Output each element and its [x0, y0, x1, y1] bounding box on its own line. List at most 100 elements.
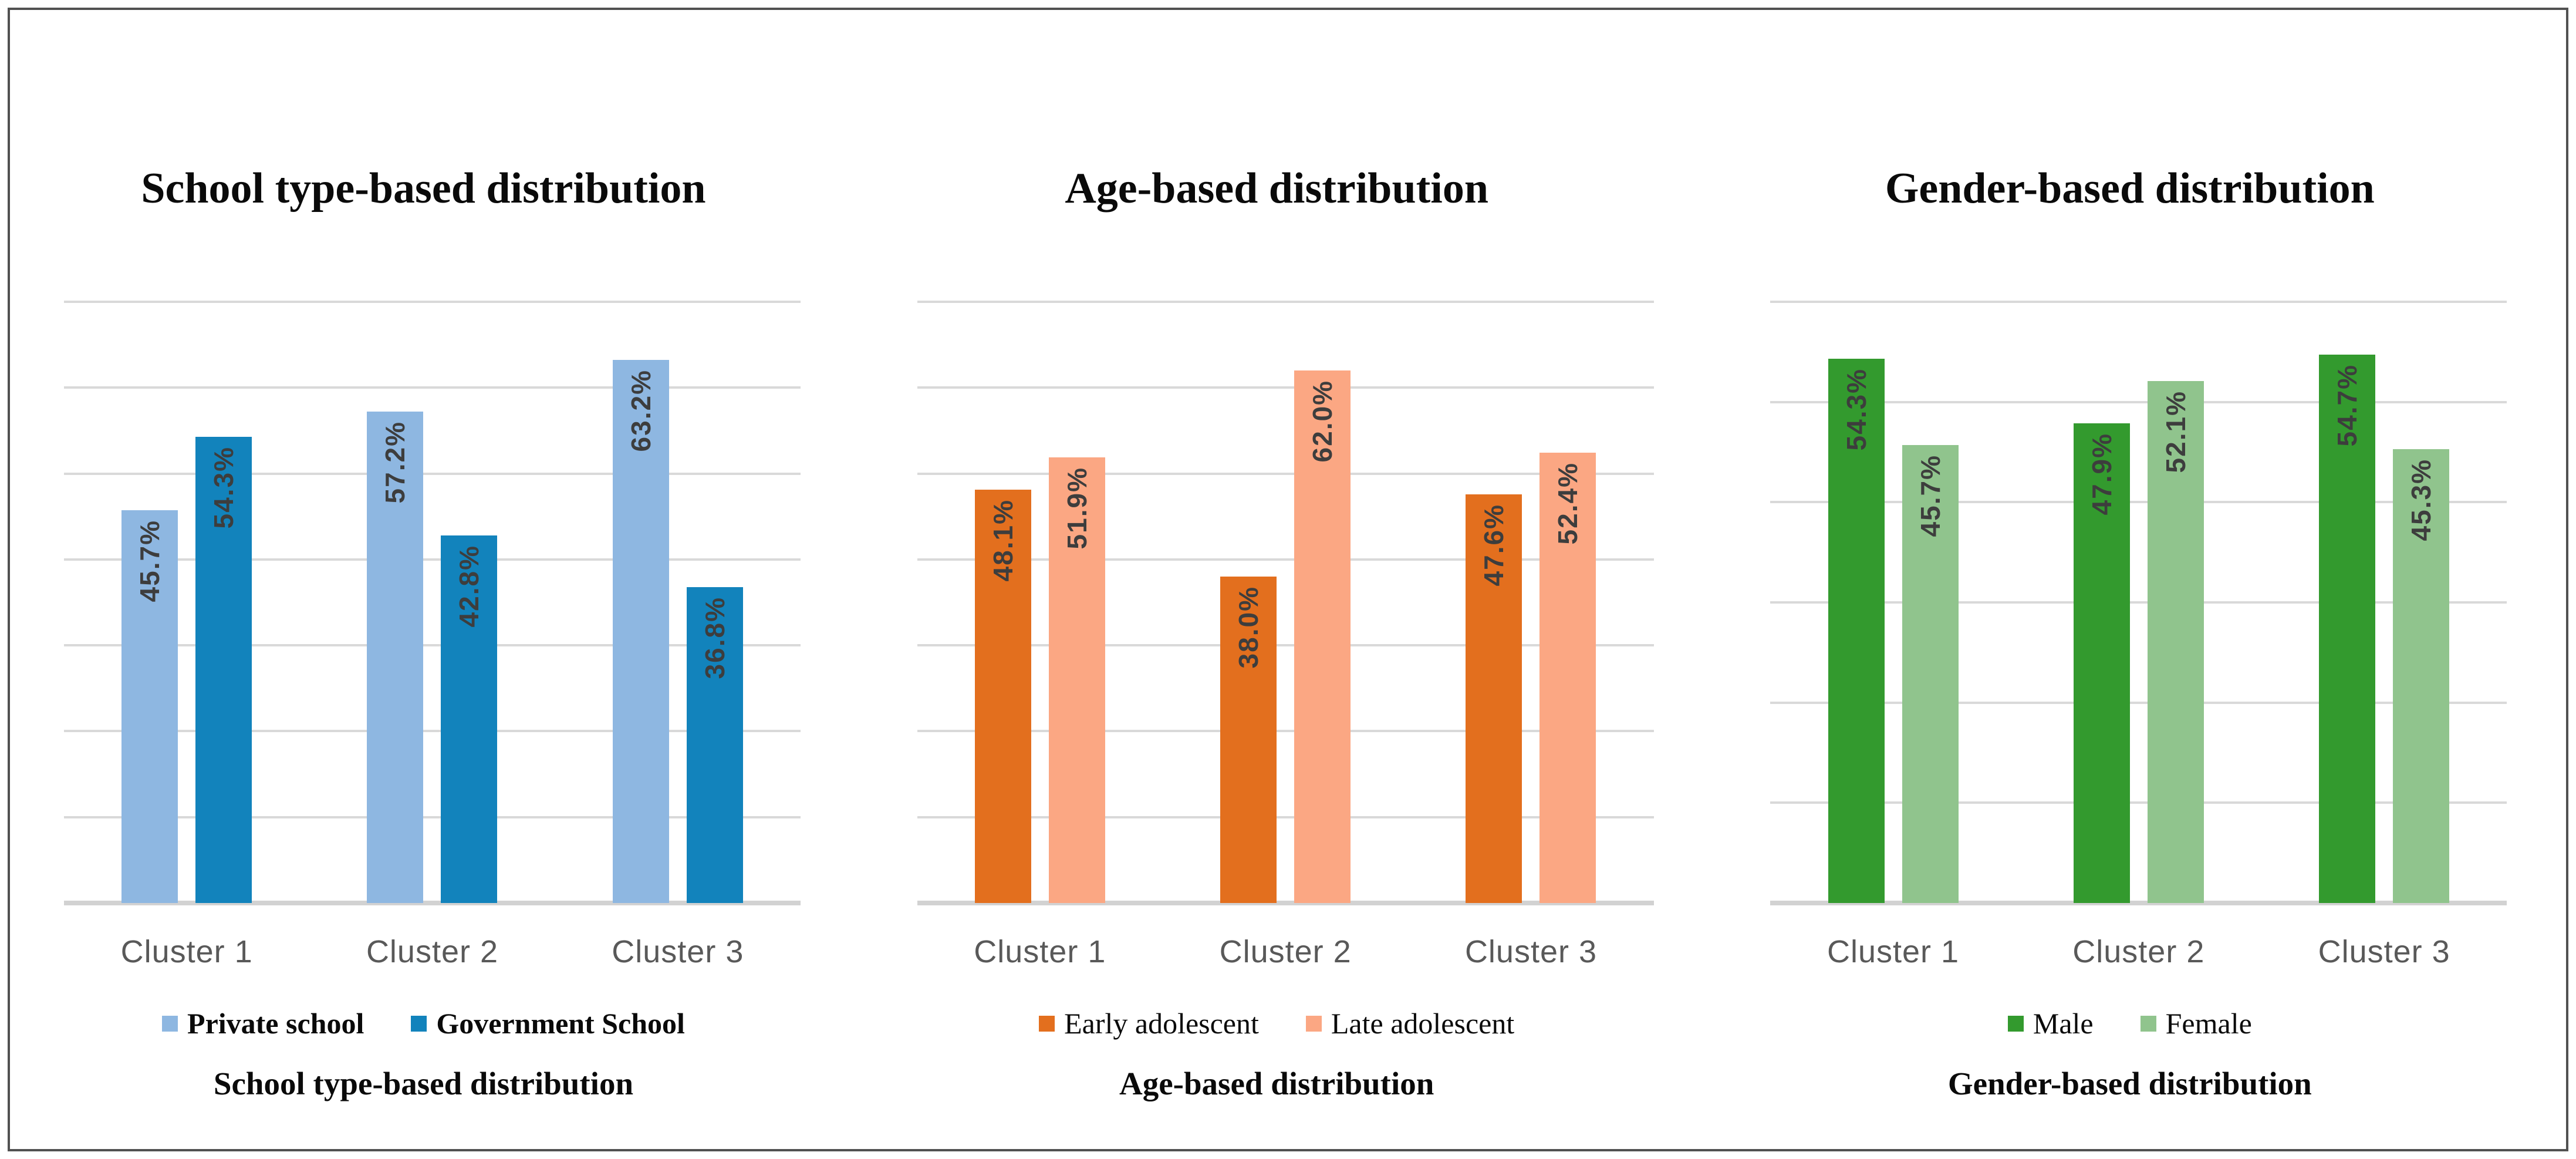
legend-label: Female — [2165, 1007, 2252, 1040]
legend-swatch-icon — [1039, 1015, 1055, 1032]
legend-swatch-icon — [2140, 1015, 2156, 1032]
bar-male-cluster-3: 54.7% — [2319, 355, 2376, 903]
bar-value-label: 63.2% — [625, 369, 656, 452]
bar-private-school-cluster-1: 45.7% — [121, 510, 178, 903]
x-axis-label-cluster-2: Cluster 2 — [1219, 934, 1352, 969]
figure-border — [8, 8, 2568, 1151]
gridline-20-percent — [64, 730, 801, 733]
legend-label: Private school — [187, 1007, 364, 1040]
bar-value-label: 36.8% — [699, 596, 730, 679]
chart-caption: Gender-based distribution — [1947, 1066, 2312, 1101]
x-axis-line — [64, 901, 801, 905]
gridline-50-percent — [917, 472, 1654, 475]
bar-value-label: 54.7% — [2332, 364, 2363, 447]
gridline-30-percent — [917, 644, 1654, 647]
gridline-50-percent — [64, 472, 801, 475]
bar-value-label: 47.6% — [1478, 503, 1510, 587]
gridline-40-percent — [1770, 501, 2507, 504]
bar-group-cluster-2: 38.0% 62.0% — [1163, 302, 1408, 903]
gridline-20-percent — [917, 730, 1654, 733]
bar-late-adolescent-cluster-2: 62.0% — [1294, 370, 1351, 903]
legend-swatch-icon — [162, 1015, 178, 1032]
gridline-70-percent — [917, 301, 1654, 303]
bar-private-school-cluster-3: 63.2% — [612, 360, 669, 903]
bar-value-label: 52.1% — [2160, 390, 2191, 473]
bar-private-school-cluster-2: 57.2% — [367, 412, 424, 903]
bar-late-adolescent-cluster-1: 51.9% — [1048, 457, 1105, 903]
x-axis-line — [1770, 901, 2507, 905]
chart-panel-age-based-distribution: Age-based distribution 48.1% 51.9% 38.0% 62.… — [862, 8, 1715, 1151]
legend-item-early-adolescent: Early adolescent — [1039, 1006, 1259, 1040]
x-axis-label-cluster-2: Cluster 2 — [366, 934, 499, 969]
legend-swatch-icon — [2007, 1015, 2024, 1032]
bar-value-label: 52.4% — [1552, 462, 1584, 545]
bar-group-cluster-1: 54.3% 45.7% — [1770, 302, 2015, 903]
legend-label: Early adolescent — [1064, 1007, 1259, 1040]
bar-group-cluster-2: 47.9% 52.1% — [2016, 302, 2261, 903]
legend-label: Late adolescent — [1331, 1007, 1515, 1040]
x-axis-label-cluster-3: Cluster 3 — [1464, 934, 1598, 969]
gridline-40-percent — [917, 558, 1654, 561]
x-axis-label-cluster-1: Cluster 1 — [120, 934, 253, 969]
legend: Early adolescent Late adolescent — [909, 1006, 1645, 1040]
x-axis-label-cluster-2: Cluster 2 — [2072, 934, 2205, 969]
plot-area: 54.3% 45.7% 47.9% 52.1% 54.7% 45.3% — [1770, 301, 2507, 905]
legend-item-female: Female — [2140, 1006, 2252, 1040]
x-axis-label-cluster-1: Cluster 1 — [974, 934, 1106, 969]
gridline-20-percent — [1770, 701, 2507, 704]
bar-female-cluster-2: 52.1% — [2147, 380, 2204, 903]
bar-group-cluster-3: 54.7% 45.3% — [2261, 302, 2507, 903]
x-axis: Cluster 1 Cluster 2 Cluster 3 — [64, 934, 801, 970]
gridline-60-percent — [917, 386, 1654, 389]
bar-value-label: 45.3% — [2406, 458, 2437, 541]
chart-panel-gender-based-distribution: Gender-based distribution 54.3% 45.7% 47.9%… — [1714, 8, 2568, 1151]
chart-panel-school-type-based-distribution: School type-based distribution 45.7% 54.3%… — [8, 8, 862, 1151]
plot-area: 45.7% 54.3% 57.2% 42.8% 63.2% 36.8% — [64, 301, 801, 905]
chart-title: School type-based distribution — [141, 164, 706, 213]
bar-value-label: 54.3% — [1841, 368, 1872, 451]
bar-group-cluster-2: 57.2% 42.8% — [309, 302, 555, 903]
x-axis-label-cluster-3: Cluster 3 — [2318, 934, 2450, 969]
legend: Private school Government School — [55, 1006, 792, 1040]
legend-label: Government School — [436, 1007, 685, 1040]
bar-value-label: 48.1% — [987, 499, 1018, 582]
gridline-30-percent — [64, 644, 801, 647]
bar-value-label: 45.7% — [134, 520, 166, 602]
legend: Male Female — [1761, 1006, 2498, 1040]
bar-group-cluster-1: 45.7% 54.3% — [64, 302, 309, 903]
bar-group-cluster-3: 47.6% 52.4% — [1408, 302, 1653, 903]
gridline-60-percent — [1770, 301, 2507, 303]
legend-item-male: Male — [2007, 1006, 2094, 1040]
legend-swatch-icon — [1305, 1015, 1322, 1032]
gridline-50-percent — [1770, 400, 2507, 403]
legend-item-government-school: Government School — [411, 1006, 685, 1040]
bar-early-adolescent-cluster-3: 47.6% — [1466, 494, 1522, 903]
bar-value-label: 38.0% — [1233, 586, 1264, 669]
legend-label: Male — [2033, 1007, 2094, 1040]
chart-title: Gender-based distribution — [1885, 164, 2375, 213]
x-axis: Cluster 1 Cluster 2 Cluster 3 — [1770, 934, 2507, 970]
bar-group-cluster-1: 48.1% 51.9% — [917, 302, 1163, 903]
legend-item-private-school: Private school — [162, 1006, 364, 1040]
plot-area: 48.1% 51.9% 38.0% 62.0% 47.6% 52.4% — [917, 301, 1654, 905]
gridline-30-percent — [1770, 601, 2507, 604]
chart-caption: Age-based distribution — [1119, 1066, 1434, 1101]
bar-late-adolescent-cluster-3: 52.4% — [1539, 453, 1596, 903]
bar-value-label: 62.0% — [1307, 380, 1338, 463]
gridline-10-percent — [1770, 801, 2507, 804]
bar-value-label: 47.9% — [2086, 432, 2117, 515]
gridline-40-percent — [64, 558, 801, 561]
bar-value-label: 54.3% — [208, 446, 239, 529]
x-axis-line — [917, 901, 1654, 905]
bar-early-adolescent-cluster-1: 48.1% — [974, 490, 1031, 903]
legend-item-late-adolescent: Late adolescent — [1305, 1006, 1515, 1040]
bar-value-label: 51.9% — [1061, 466, 1092, 550]
bar-value-label: 42.8% — [454, 544, 485, 628]
bar-female-cluster-1: 45.7% — [1902, 445, 1959, 903]
gridline-10-percent — [64, 816, 801, 818]
x-axis-label-cluster-1: Cluster 1 — [1827, 934, 1960, 969]
bar-early-adolescent-cluster-2: 38.0% — [1220, 577, 1277, 903]
x-axis-label-cluster-3: Cluster 3 — [612, 934, 744, 969]
chart-caption: School type-based distribution — [213, 1066, 634, 1101]
bar-value-label: 57.2% — [380, 421, 411, 504]
